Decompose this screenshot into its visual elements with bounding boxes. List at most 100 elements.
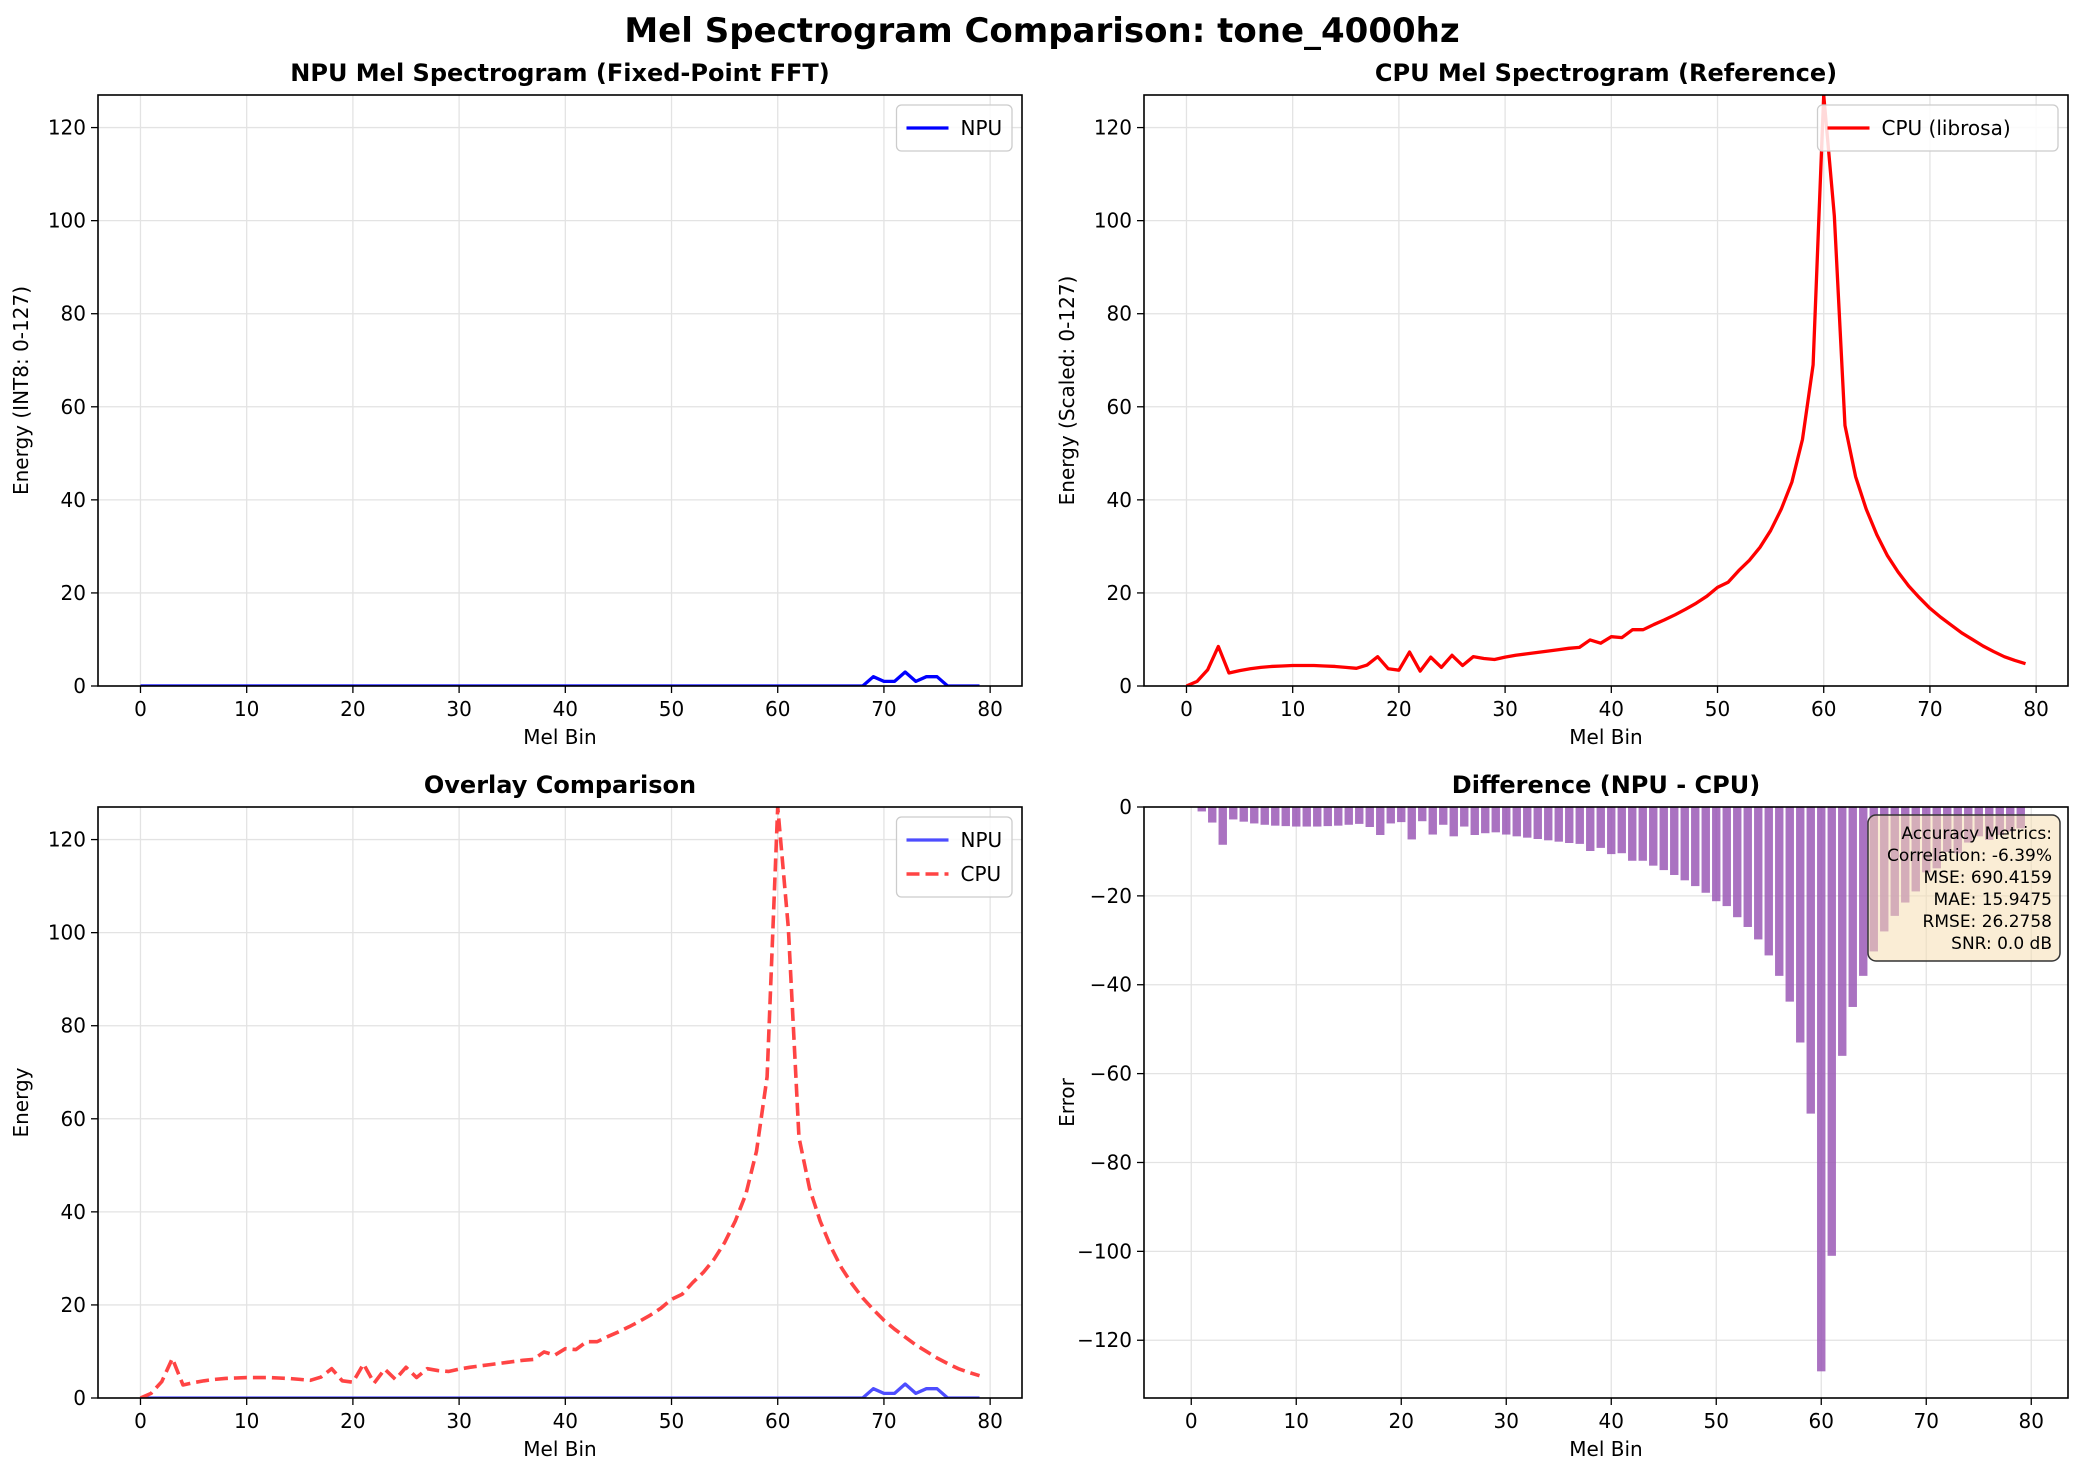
x-tick-label: 40: [553, 697, 578, 721]
bar-33: [1533, 807, 1542, 839]
x-tick-label: 50: [1705, 697, 1730, 721]
x-tick-label: 70: [871, 697, 896, 721]
bar-51: [1722, 807, 1731, 907]
y-axis-label: Energy: [9, 1067, 33, 1137]
bar-37: [1575, 807, 1584, 844]
bar-28: [1481, 807, 1490, 834]
subplot-diff: 0 10 20 30 40 50 60 70 80 0 −20 −40 −60 −80 −100 −120 Di…: [1055, 771, 2069, 1461]
bar-20: [1397, 807, 1406, 823]
y-tick-label: 120: [48, 828, 86, 852]
legend-frame: [895, 104, 1013, 152]
y-tick-label: 0: [73, 674, 86, 698]
y-tick-label: 80: [1107, 302, 1132, 326]
plot-area-cpu: [1185, 95, 2027, 686]
legend: NPU: [895, 104, 1013, 152]
x-tick-label: 0: [134, 1409, 147, 1433]
bar-13: [1323, 807, 1332, 827]
x-tick-label: 20: [1386, 697, 1411, 721]
x-tick-label: 50: [1704, 1409, 1729, 1433]
legend-label: CPU: [961, 862, 1002, 886]
x-axis-label: Mel Bin: [523, 1437, 596, 1461]
y-tick-label: 100: [1094, 209, 1132, 233]
x-tick-label: 80: [2023, 697, 2048, 721]
subplot-overlay: 0 10 20 30 40 50 60 70 80 0 20 40 60 80 100 120 Overlay …: [9, 771, 1023, 1461]
metrics-line: MAE: 15.9475: [1934, 890, 2052, 910]
bar-59: [1806, 807, 1815, 1114]
y-tick-label: −20: [1090, 884, 1132, 908]
y-tick-label: −40: [1090, 973, 1132, 997]
y-axis-label: Error: [1055, 1077, 1079, 1127]
axes-frame: [1143, 94, 2069, 687]
subplot-cpu: 0 10 20 30 40 50 60 70 80 0 20 40 60 80 100 120 CPU Mel …: [1055, 59, 2069, 749]
bar-24: [1439, 807, 1448, 825]
x-tick-label: 60: [765, 697, 790, 721]
axes-frame: [97, 94, 1023, 687]
subplot-title: Overlay Comparison: [424, 771, 696, 799]
x-tick-label: 10: [1280, 697, 1305, 721]
y-tick-label: 20: [61, 1293, 86, 1317]
y-tick-label: −120: [1077, 1328, 1132, 1352]
bar-14: [1334, 807, 1343, 826]
bar-34: [1544, 807, 1553, 841]
bar-61: [1827, 807, 1836, 1256]
y-tick-label: 100: [48, 921, 86, 945]
plot-area-overlay: [139, 807, 981, 1398]
x-tick-label: 80: [2019, 1409, 2044, 1433]
series-line-cpu-librosa-: [1185, 95, 2027, 686]
x-tick-label: 60: [1809, 1409, 1834, 1433]
bar-8: [1271, 807, 1280, 826]
bar-7: [1260, 807, 1269, 825]
bar-44: [1649, 807, 1658, 866]
y-tick-label: −100: [1077, 1239, 1132, 1263]
bar-54: [1754, 807, 1763, 940]
bar-17: [1365, 807, 1374, 827]
x-tick-label: 20: [1389, 1409, 1414, 1433]
metrics-line: Correlation: -6.39%: [1887, 846, 2052, 866]
bar-62: [1838, 807, 1847, 1056]
legend-label: NPU: [961, 116, 1003, 140]
y-tick-label: 0: [1119, 674, 1132, 698]
x-axis-label: Mel Bin: [523, 725, 596, 749]
x-tick-label: 70: [871, 1409, 896, 1433]
x-tick-label: 0: [1185, 1409, 1198, 1433]
bar-15: [1344, 807, 1353, 825]
bar-46: [1670, 807, 1679, 875]
y-tick-label: −60: [1090, 1062, 1132, 1086]
y-tick-label: 0: [73, 1386, 86, 1410]
y-tick-label: 60: [61, 1107, 86, 1131]
series-line-cpu: [139, 807, 981, 1398]
bar-22: [1418, 807, 1427, 822]
bar-6: [1250, 807, 1259, 824]
x-tick-label: 10: [234, 1409, 259, 1433]
bar-60: [1817, 807, 1826, 1372]
bar-3: [1218, 807, 1227, 845]
subplot-title: NPU Mel Spectrogram (Fixed-Point FFT): [290, 59, 829, 87]
legend-frame: [1816, 104, 2059, 152]
y-tick-label: 40: [61, 488, 86, 512]
bar-9: [1281, 807, 1290, 827]
bar-47: [1680, 807, 1689, 881]
y-tick-label: 20: [61, 581, 86, 605]
x-tick-label: 50: [659, 1409, 684, 1433]
axes-frame: [1143, 806, 2069, 1399]
bar-23: [1428, 807, 1437, 835]
y-tick-label: 40: [1107, 488, 1132, 512]
bar-1: [1197, 807, 1206, 812]
y-tick-label: 0: [1119, 795, 1132, 819]
x-tick-label: 80: [977, 697, 1002, 721]
x-tick-label: 0: [1180, 697, 1193, 721]
figure-title: Mel Spectrogram Comparison: tone_4000hz: [624, 11, 1459, 51]
bar-18: [1376, 807, 1385, 835]
y-tick-label: 60: [1107, 395, 1132, 419]
y-tick-label: 100: [48, 209, 86, 233]
y-tick-label: 80: [61, 302, 86, 326]
bar-35: [1554, 807, 1563, 842]
bar-38: [1586, 807, 1595, 851]
legend-frame: [895, 816, 1013, 898]
y-tick-label: 60: [61, 395, 86, 419]
bar-41: [1617, 807, 1626, 854]
x-tick-label: 40: [1599, 1409, 1624, 1433]
